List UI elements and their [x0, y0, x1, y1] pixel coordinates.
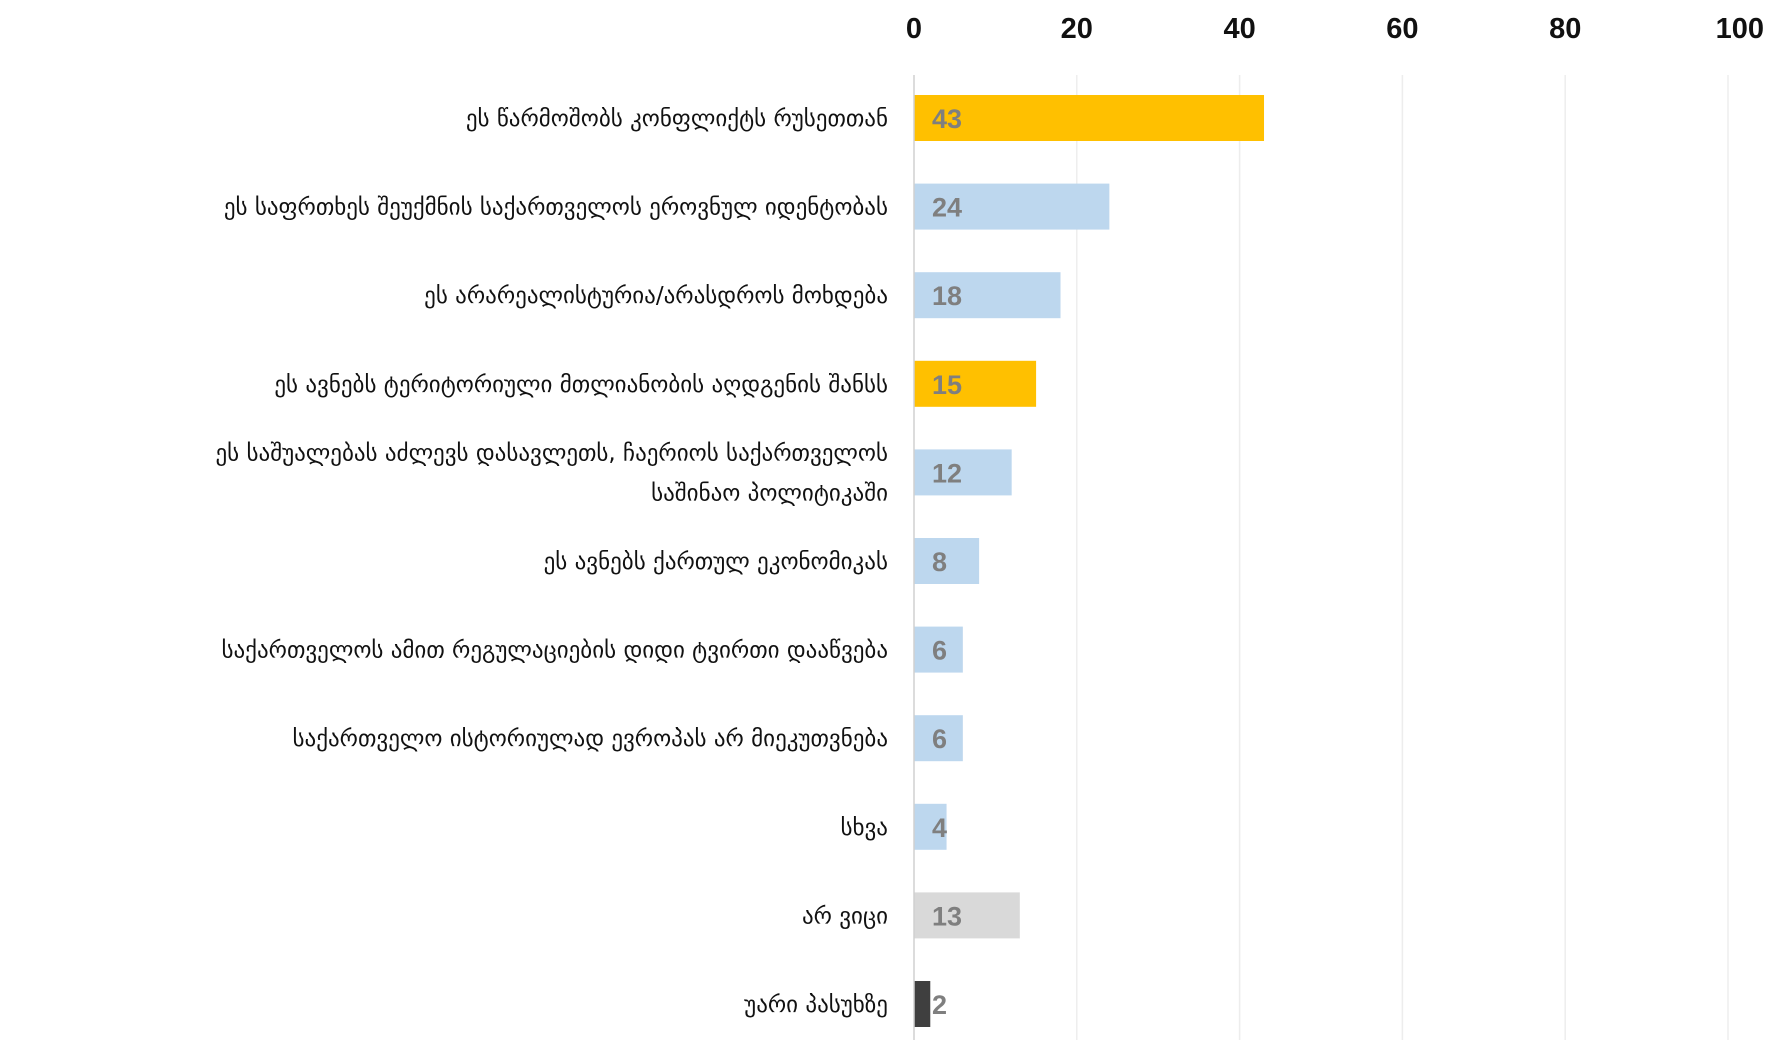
bar [914, 183, 1110, 230]
value-label: 24 [932, 193, 962, 223]
category-label: უარი პასუხზე [744, 992, 888, 1018]
value-label: 4 [932, 813, 947, 843]
x-tick-label: 0 [906, 13, 922, 45]
x-tick-label: 60 [1386, 13, 1418, 45]
bar [914, 449, 1012, 496]
x-tick-label: 100 [1716, 13, 1764, 45]
gridlines [1076, 75, 1729, 1040]
category-label: საქართველოს ამით რეგულაციების დიდი ტვირთ… [221, 638, 888, 664]
value-label: 8 [932, 547, 947, 577]
bar [914, 272, 1061, 319]
value-label: 6 [932, 724, 947, 754]
x-tick-label: 20 [1061, 13, 1093, 45]
value-labels: 43 24 18 15 12 8 6 6 4 13 2 [932, 104, 962, 1020]
value-label: 43 [932, 104, 962, 134]
bar [914, 981, 931, 1027]
category-labels: ეს წარმოშობს კონფლიქტს რუსეთთან ეს საფრთხ… [216, 106, 889, 1018]
bar [914, 715, 963, 762]
category-label: ეს საშუალებას აძლევს დასავლეთს, ჩაერიოს … [216, 440, 889, 466]
bar [914, 95, 1265, 141]
category-label: საშინაო პოლიტიკაში [651, 480, 888, 506]
bar [914, 626, 963, 673]
category-label: ეს საფრთხეს შეუქმნის საქართველოს ეროვნულ… [224, 195, 888, 221]
category-label: ეს ავნებს ქართულ ეკონომიკას [544, 549, 888, 575]
bars [914, 95, 1265, 1027]
bar [914, 538, 980, 584]
value-label: 18 [932, 281, 962, 311]
x-tick-label: 80 [1549, 13, 1581, 45]
value-label: 2 [932, 990, 947, 1020]
value-label: 6 [932, 636, 947, 666]
category-label: ეს წარმოშობს კონფლიქტს რუსეთთან [466, 106, 888, 132]
category-label: ეს არარეალისტურია/არასდროს მოხდება [424, 283, 888, 309]
value-label: 15 [932, 370, 962, 400]
bar [914, 360, 1037, 407]
bar [914, 803, 947, 850]
x-axis-tick-labels: 0 20 40 60 80 100 [906, 13, 1764, 45]
value-label: 13 [932, 901, 962, 931]
category-label: არ ვიცი [802, 903, 888, 929]
x-tick-label: 40 [1223, 13, 1255, 45]
value-label: 12 [932, 458, 962, 488]
category-label: სხვა [840, 815, 888, 841]
category-label: საქართველო ისტორიულად ევროპას არ მიეკუთვ… [293, 726, 888, 752]
bar [914, 892, 1020, 939]
category-label: ეს ავნებს ტერიტორიული მთლიანობის აღდგენი… [274, 372, 888, 398]
